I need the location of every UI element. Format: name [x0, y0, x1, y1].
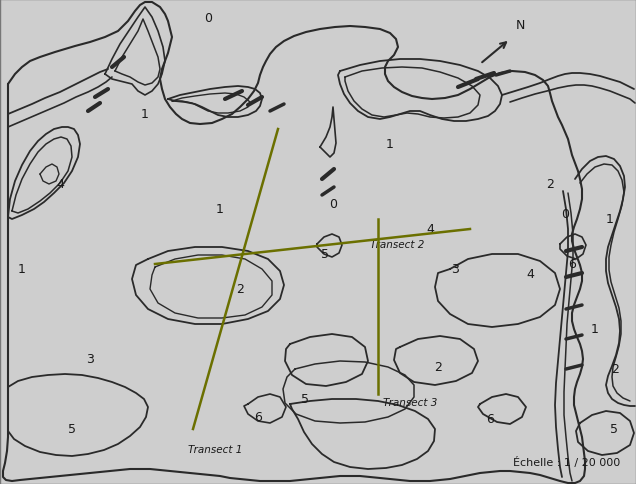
Text: 1: 1 — [606, 213, 614, 226]
Text: 4: 4 — [526, 268, 534, 281]
Text: 5: 5 — [301, 393, 309, 406]
Text: 2: 2 — [546, 178, 554, 191]
Text: N: N — [515, 19, 525, 32]
Text: 5: 5 — [610, 423, 618, 436]
Text: 4: 4 — [426, 223, 434, 236]
Text: 5: 5 — [68, 423, 76, 436]
Text: 2: 2 — [434, 361, 442, 374]
Text: 5: 5 — [321, 248, 329, 261]
Text: 1: 1 — [141, 108, 149, 121]
Text: 1: 1 — [18, 263, 26, 276]
Text: Transect 3: Transect 3 — [383, 397, 438, 407]
Text: 3: 3 — [86, 353, 94, 366]
Text: 1: 1 — [216, 203, 224, 216]
Text: Transect 1: Transect 1 — [188, 444, 242, 454]
Text: 0: 0 — [561, 208, 569, 221]
Text: 6: 6 — [568, 258, 576, 271]
Text: 2: 2 — [236, 283, 244, 296]
Text: 6: 6 — [486, 413, 494, 425]
Text: 4: 4 — [56, 178, 64, 191]
Text: 3: 3 — [451, 263, 459, 276]
Text: 6: 6 — [254, 410, 262, 424]
Text: Transect 2: Transect 2 — [370, 240, 424, 249]
Text: 0: 0 — [204, 12, 212, 25]
Text: 1: 1 — [591, 323, 599, 336]
Text: Échelle : 1 / 20 000: Échelle : 1 / 20 000 — [513, 456, 620, 467]
Text: 0: 0 — [329, 198, 337, 211]
Text: 1: 1 — [386, 138, 394, 151]
Text: 2: 2 — [611, 363, 619, 376]
